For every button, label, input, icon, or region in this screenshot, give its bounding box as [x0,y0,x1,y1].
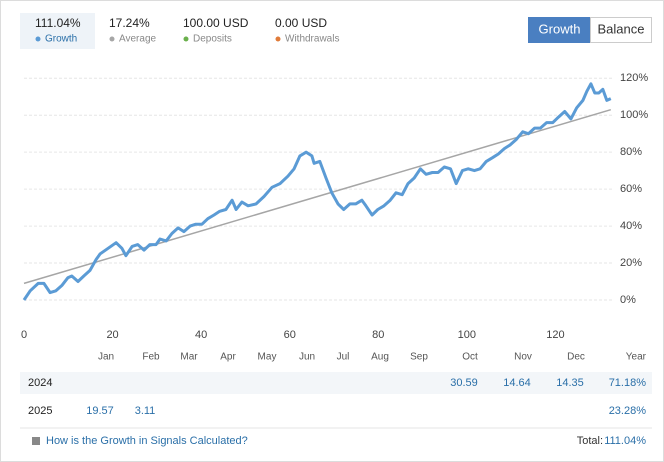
cell: 30.59 [450,377,478,389]
help-link[interactable]: How is the Growth in Signals Calculated? [46,435,248,447]
stat-value: 0.00 USD [275,16,327,30]
legend-label: Deposits [193,34,232,45]
month-header: Jun [299,352,315,363]
x-tick-label: 80 [372,329,384,341]
month-header: Mar [180,352,198,363]
month-header: Jul [337,352,350,363]
x-tick-label: 0 [21,329,27,341]
y-tick-label: 40% [620,220,642,232]
stat-value: 100.00 USD [183,16,249,30]
row-bg [20,372,652,394]
stat-value: 111.04% [35,16,81,30]
cell: 19.57 [86,405,114,417]
row-year: 2024 [28,377,52,389]
row-total: 23.28% [609,405,647,417]
x-tick-label: 40 [195,329,207,341]
month-header: Sep [410,352,428,363]
stat-value: 17.24% [109,16,150,30]
info-icon [32,437,40,445]
growth-line [22,82,612,301]
x-tick-label: 120 [546,329,564,341]
tab[interactable] [590,17,652,43]
month-header: Dec [567,352,585,363]
legend-dot [183,36,189,42]
cell: 14.35 [556,377,584,389]
total-value: 111.04% [604,435,646,447]
legend-dot [109,36,115,42]
row-year: 2025 [28,405,52,417]
average-line [23,108,612,285]
x-tick-label: 20 [106,329,118,341]
y-tick-label: 120% [620,72,648,84]
y-tick-label: 0% [620,294,636,306]
legend-label: Growth [45,34,77,45]
tab-label[interactable]: Growth [539,21,581,36]
tab-label[interactable]: Balance [598,21,645,36]
legend-label: Average [119,34,157,45]
row-total: 71.18% [609,377,647,389]
y-tick-label: 80% [620,146,642,158]
month-header: Feb [142,352,160,363]
month-header: Oct [462,352,478,363]
cell: 3.11 [135,405,156,417]
y-tick-label: 20% [620,257,642,269]
legend-dot [275,36,281,42]
legend-label: Withdrawals [285,34,339,45]
active-stat-bg [20,13,95,49]
total-label: Total: [577,435,603,447]
legend-dot [35,36,41,42]
x-tick-label: 60 [284,329,296,341]
month-header: Apr [220,352,236,363]
month-header: Nov [514,352,532,363]
year-header: Year [626,352,647,363]
x-tick-label: 100 [458,329,476,341]
cell: 14.64 [503,377,531,389]
month-header: Jan [98,352,114,363]
y-tick-label: 100% [620,109,648,121]
month-header: May [258,352,277,363]
month-header: Aug [371,352,389,363]
tab-active[interactable] [528,17,591,43]
y-tick-label: 60% [620,183,642,195]
